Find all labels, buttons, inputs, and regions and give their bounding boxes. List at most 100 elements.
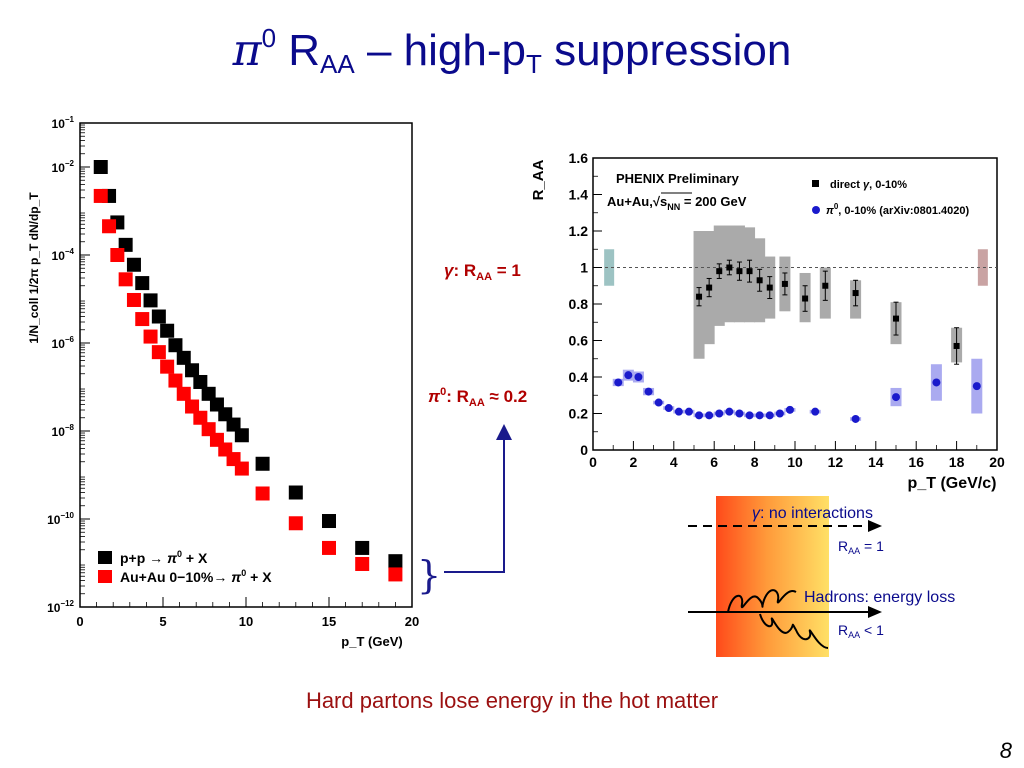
gluon-coil-upper [727, 589, 797, 613]
raa-points [614, 264, 981, 423]
raa-x-tick-label: 10 [787, 454, 803, 470]
spectra-point-pp [143, 293, 158, 308]
pi0-ann-sym: π [428, 387, 441, 406]
connector-arrow [444, 424, 512, 573]
spectra-points [93, 160, 403, 582]
spectra-ticks [79, 122, 413, 608]
raa-pi0-point [932, 378, 941, 387]
raa-y-tick-label: 1.2 [569, 223, 589, 239]
title-aa: AA [320, 49, 355, 79]
spectra-point-auau [118, 272, 133, 287]
pi0-ann-r: : R [446, 387, 469, 406]
raa-gamma-point [781, 280, 788, 287]
spectra-point-pp [193, 374, 208, 389]
raa-legend-pi0-sym: π [826, 205, 834, 217]
raa2-val: < 1 [860, 622, 884, 638]
hot-medium-diagram: γ: no interactions RAA = 1 Hadrons: ener… [688, 496, 955, 657]
spectra-point-pp [126, 257, 141, 272]
raa-x-tick-label: 0 [589, 454, 597, 470]
spectra-point-auau [126, 292, 141, 307]
raa-equals-one-label: RAA = 1 [838, 538, 884, 556]
spectra-point-pp [176, 350, 191, 365]
spectra-point-pp [355, 540, 370, 555]
raa-x-tick-label: 18 [949, 454, 965, 470]
raa-pi0-point [775, 409, 784, 418]
raa2-sub: AA [848, 630, 860, 640]
spectra-y-tick-labels: 10−1 10−2 10−4 10−6 10−8 10−10 10−12 [47, 115, 74, 615]
raa1-r: R [838, 538, 848, 554]
legend-pp-pi: π [167, 550, 178, 566]
raa-ticks [592, 157, 998, 451]
spectra-point-pp [234, 428, 249, 443]
spectra-x-tick-label: 15 [322, 614, 336, 629]
raa-pi0-point [735, 409, 744, 418]
raa-x-tick-label: 14 [868, 454, 884, 470]
raa-header-nn: NN [667, 202, 680, 212]
legend-pp-sup: 0 [177, 549, 182, 559]
spectra-y-tick-label: 10−6 [52, 335, 75, 351]
spectra-point-pp [288, 485, 303, 500]
title-zero: 0 [261, 23, 277, 53]
raa-y-tick-label: 0.4 [569, 369, 589, 385]
raa-legend-pi0-post: , 0-10% (arXiv:0801.4020) [838, 205, 969, 217]
spectra-point-auau [168, 373, 183, 388]
diagram-gamma-text: : no interactions [760, 505, 873, 522]
raa-pi0-point [755, 411, 764, 420]
spectra-point-auau [93, 188, 108, 203]
spectra-legend: p+p → π0 + X Au+Au 0−10%→ π0 + X [98, 549, 272, 585]
spectra-point-auau [160, 359, 175, 374]
spectra-y-tick-label: 10−8 [52, 423, 75, 439]
spectra-y-tick-label: 10−1 [52, 115, 75, 131]
hadrons-energy-loss-label: Hadrons: energy loss [804, 589, 955, 606]
legend-auau-pi: π [231, 569, 242, 585]
gamma-ann-sym: γ [444, 261, 455, 280]
slide-caption: Hard partons lose energy in the hot matt… [305, 688, 719, 713]
diagram-gamma-sym: γ [752, 505, 761, 522]
spectra-point-pp [135, 276, 150, 291]
pi0-ann-sup: 0 [440, 386, 446, 398]
raa-pi0-point [811, 407, 820, 416]
legend-pp-end: + X [182, 550, 208, 566]
raa-legend-square [812, 180, 819, 187]
raa-y-tick-label: 0.2 [569, 406, 589, 422]
raa-pi0-point [664, 404, 673, 413]
title-end: suppression [541, 26, 792, 75]
title-t: T [525, 49, 542, 79]
spectra-x-tick-label: 20 [405, 614, 419, 629]
gamma-no-interactions-label: γ: no interactions [752, 505, 873, 522]
spectra-point-auau [388, 567, 403, 582]
spectra-point-auau [110, 248, 125, 262]
gamma-ann-val: = 1 [492, 261, 521, 280]
raa-pi0-point [695, 411, 704, 420]
spectra-point-auau [201, 422, 216, 437]
raa-pi0-point [654, 398, 663, 407]
raa-gamma-point [852, 290, 859, 297]
raa-gamma-point [953, 342, 960, 349]
raa-legend-gamma-post: , 0-10% [869, 179, 907, 191]
raa-normalization-box [977, 249, 988, 286]
legend-auau-main: Au+Au 0−10% [120, 569, 214, 585]
raa-legend-circle [812, 206, 820, 214]
spectra-point-auau [322, 540, 336, 555]
raa-pi0-point [851, 414, 860, 423]
raa1-val: = 1 [860, 538, 884, 554]
raa-pi0-point [674, 407, 683, 416]
spectra-x-tick-label: 0 [76, 614, 83, 629]
title-pi: π [232, 25, 262, 76]
raa-pi0-point [745, 411, 754, 420]
raa-gamma-point [802, 295, 809, 302]
spectra-point-auau [355, 556, 370, 571]
raa-pi0-point [705, 411, 714, 420]
spectra-point-auau [102, 219, 117, 234]
raa-gamma-point [822, 282, 829, 289]
raa-x-tick-label: 16 [908, 454, 924, 470]
page-number: 8 [999, 738, 1012, 763]
spectra-y-tick-label: 10−12 [47, 599, 74, 615]
raa-x-tick-label: 2 [630, 454, 638, 470]
raa1-sub: AA [848, 546, 860, 556]
raa-y-tick-label: 0 [580, 442, 588, 458]
pi0-raa-annotation: π0: RAA ≈ 0.2 [428, 386, 527, 409]
raa-gamma-point [893, 315, 899, 322]
spectra-y-tick-label: 10−2 [52, 159, 75, 175]
